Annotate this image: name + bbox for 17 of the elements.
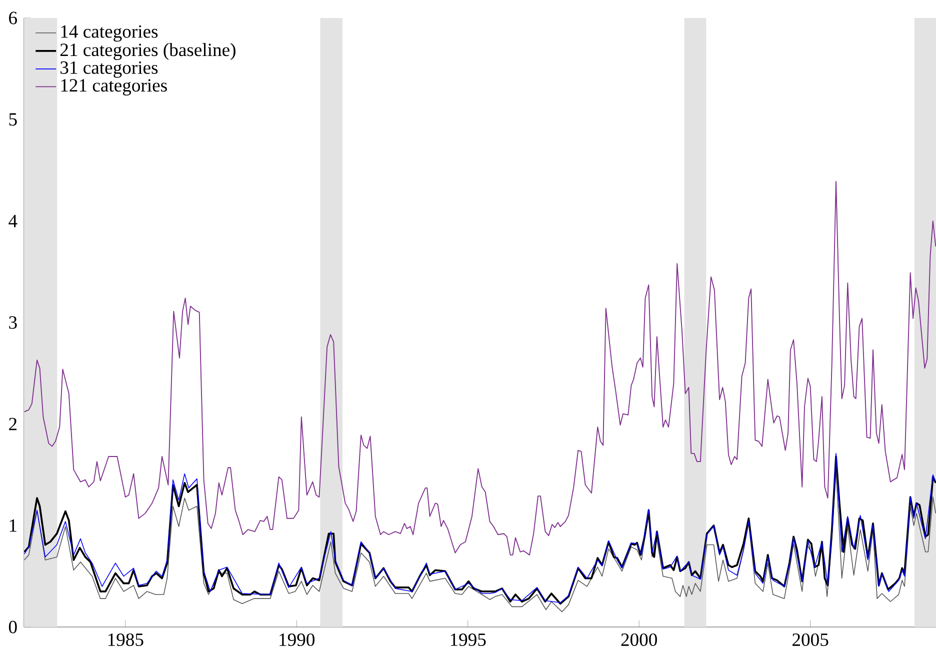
legend-label: 21 categories (baseline) [60,43,236,60]
x-tick-label: 1985 [108,633,144,646]
y-tick-label: 5 [9,113,17,126]
x-tick-label: 2005 [792,633,828,646]
y-tick-label: 4 [8,214,18,228]
legend-label: 14 categories [61,25,158,42]
x-tick-label: 1995 [450,633,486,646]
y-tick-label: 0 [8,620,17,634]
y-tick-label: 2 [9,418,17,430]
y-tick-label: 1 [10,519,16,532]
y-tick-label: 6 [9,12,17,24]
x-tick-label: 2000 [621,633,657,646]
y-tick-label: 3 [9,316,17,329]
legend-label: 121 categories [61,79,167,96]
line-series [24,180,936,556]
x-tick-label: 1990 [280,633,314,646]
legend-label: 31 categories [60,61,158,78]
